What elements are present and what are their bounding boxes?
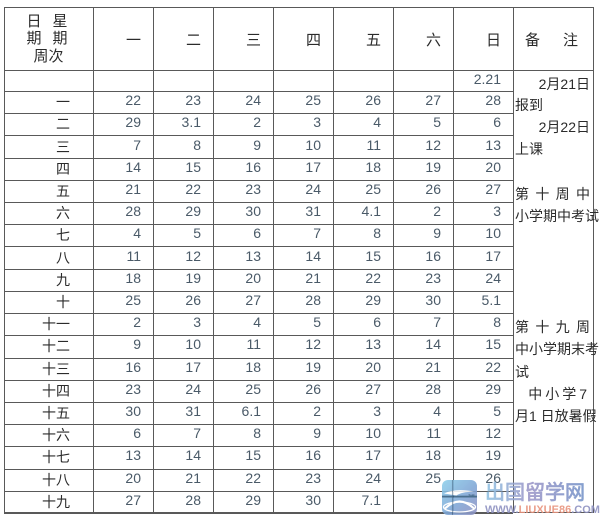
svg-text:出国留学网: 出国留学网 — [485, 480, 585, 504]
svg-text:WWW.LIUXUE86.COM: WWW.LIUXUE86.COM — [485, 504, 600, 516]
